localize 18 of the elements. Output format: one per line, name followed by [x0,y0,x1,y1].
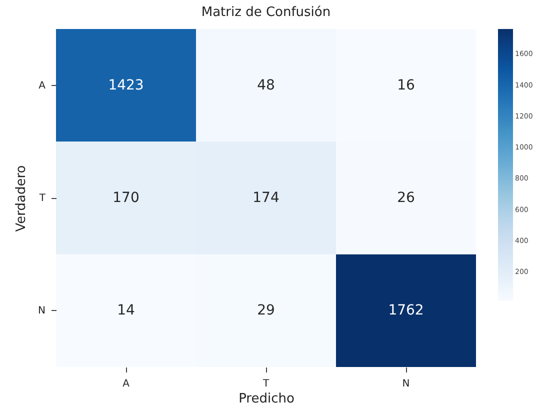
x-axis-title: Predicho [238,392,294,406]
y-tick-label: N [38,306,46,317]
data-label: 174 [252,190,280,206]
x-tick-label: T [262,378,270,390]
data-label: 29 [257,302,275,319]
data-label: 1423 [108,77,144,94]
x-tick-label: A [122,378,130,390]
data-label: 14 [117,302,135,319]
y-axis-title: Verdadero [14,165,30,232]
data-label: 26 [397,190,415,206]
data-label: 1762 [388,302,424,319]
data-label: 170 [112,190,140,206]
x-tick-label: N [402,378,410,390]
data-label: 16 [397,77,415,94]
y-tick-label: A [38,80,46,92]
chart-title: Matriz de Confusión [201,5,331,20]
data-label: 48 [257,77,275,94]
y-tick-label: T [38,193,46,204]
